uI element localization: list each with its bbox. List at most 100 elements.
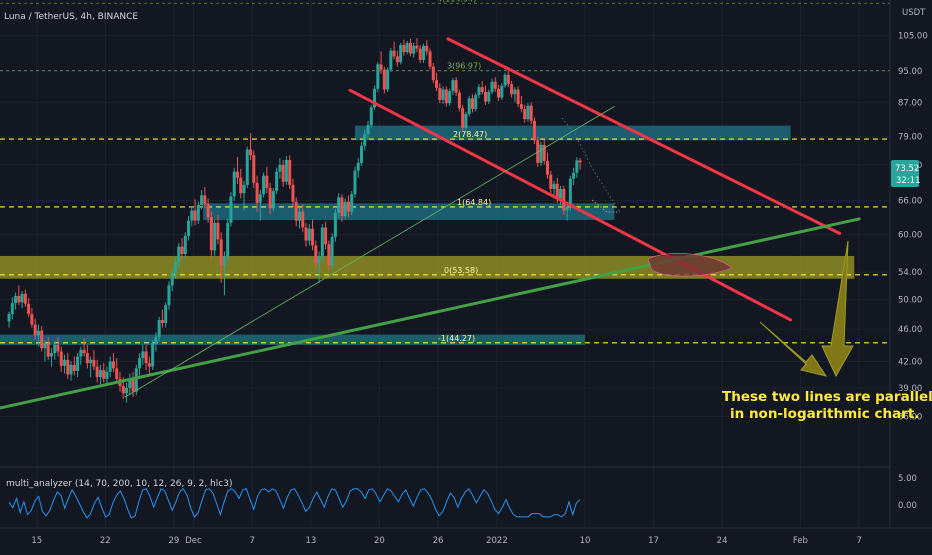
time-tick-label: 13 — [305, 536, 316, 546]
candle-body — [444, 89, 448, 104]
candle-body — [562, 189, 566, 211]
time-tick-label: 15 — [31, 536, 42, 546]
candle-body — [559, 189, 563, 199]
time-tick-label: Dec — [185, 536, 202, 546]
price-tick-label: 95.00 — [898, 67, 922, 77]
candle-body — [284, 159, 288, 182]
time-tick-label: 17 — [648, 536, 659, 546]
candle-body — [497, 88, 501, 98]
candle-body — [245, 149, 249, 185]
price-badge-box — [891, 160, 919, 187]
candle-body — [27, 303, 31, 314]
candle-body — [213, 222, 217, 251]
time-tick-labels: 15 22 29 Dec 7 13 20 26 2022 10 17 24 Feb 7 — [31, 536, 861, 546]
candle-body — [255, 182, 259, 203]
projection-dotted-line-2 — [561, 117, 621, 213]
candle-body — [262, 175, 266, 195]
candle-body — [183, 235, 187, 255]
candle-body — [157, 319, 161, 337]
candle-body — [92, 359, 96, 367]
deco-layer — [561, 117, 854, 378]
candle-body — [373, 88, 377, 108]
candle-body — [487, 91, 491, 102]
price-tick-label: 87.00 — [898, 98, 922, 108]
candle-body — [59, 351, 63, 366]
candle-body — [53, 344, 57, 354]
candle-body — [222, 256, 226, 266]
candle-body — [111, 361, 115, 369]
candle-body — [330, 236, 334, 266]
candle-body — [448, 91, 452, 104]
candle-body — [102, 370, 106, 379]
support-zone-teal — [0, 334, 586, 345]
candle-body — [154, 336, 158, 344]
candle-body — [304, 227, 308, 241]
candle-body — [421, 45, 425, 61]
candle-body — [294, 201, 298, 221]
candle-body — [138, 358, 142, 369]
candle-body — [575, 160, 579, 173]
time-tick-label: 2022 — [486, 536, 508, 546]
candle-body — [46, 343, 50, 357]
candle-body — [98, 370, 102, 378]
ellipse-highlight — [647, 253, 733, 277]
indicator-label: multi_analyzer (14, 70, 200, 10, 12, 26,… — [6, 479, 232, 489]
candle-body — [441, 89, 445, 100]
time-tick-label: 22 — [100, 536, 111, 546]
fib-level-label: 3(96.97) — [447, 62, 481, 71]
candle-body — [147, 363, 151, 367]
trend-line-support — [0, 217, 861, 410]
candle-body — [526, 105, 530, 120]
candle-body — [170, 273, 174, 286]
candle-body — [379, 64, 383, 70]
price-tick-label: 39.00 — [898, 384, 922, 394]
candle-body — [386, 69, 390, 90]
candle-body — [568, 178, 572, 208]
candle-body — [14, 295, 18, 304]
candle-body — [275, 171, 279, 192]
candle-body — [366, 125, 370, 134]
candle-body — [529, 105, 533, 121]
candle-body — [164, 305, 168, 323]
candle-body — [105, 371, 109, 379]
candle-body — [324, 227, 328, 245]
candle-body — [555, 183, 559, 199]
candle-body — [128, 378, 132, 388]
candle-body — [470, 98, 474, 109]
price-tick-label: 50.00 — [898, 295, 922, 305]
candle-body — [291, 184, 295, 202]
candle-body — [539, 144, 543, 163]
candle-body — [435, 80, 439, 88]
candle-body — [510, 84, 514, 95]
candle-body — [249, 149, 253, 156]
candle-body — [239, 177, 243, 194]
time-tick-label: 7 — [249, 536, 254, 546]
candle-body — [506, 74, 510, 85]
candle-body — [297, 211, 301, 221]
candle-body — [151, 343, 155, 367]
time-tick-label: 10 — [580, 536, 591, 546]
candle-body — [36, 330, 40, 336]
candle-body — [200, 195, 204, 206]
time-tick-label: 26 — [433, 536, 444, 546]
candle-body — [177, 246, 181, 263]
candle-body — [268, 187, 272, 209]
support-zone-teal — [203, 203, 615, 221]
candle-body — [480, 87, 484, 92]
price-tick-label: 36.00 — [898, 412, 922, 422]
candle-body — [7, 313, 11, 322]
support-zone-teal — [354, 125, 791, 141]
candle-body — [229, 196, 233, 223]
symbol-title: Luna / TetherUS, 4h, BINANCE — [4, 12, 138, 22]
candle-body — [311, 228, 315, 246]
annotation: These two lines are parallel in non-loga… — [722, 389, 932, 422]
candle-body — [288, 159, 292, 185]
candle-body — [49, 353, 53, 357]
candle-body — [23, 293, 27, 304]
candle-body — [193, 210, 197, 221]
candle-body — [17, 295, 21, 303]
candle-body — [503, 74, 507, 86]
price-tick-label: 60.00 — [898, 231, 922, 241]
candle-body — [382, 69, 386, 90]
candle-body — [232, 171, 236, 197]
